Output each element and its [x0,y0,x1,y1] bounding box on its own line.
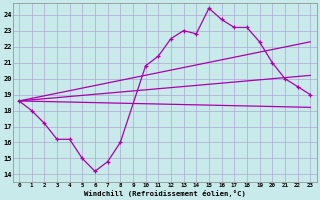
X-axis label: Windchill (Refroidissement éolien,°C): Windchill (Refroidissement éolien,°C) [84,190,245,197]
